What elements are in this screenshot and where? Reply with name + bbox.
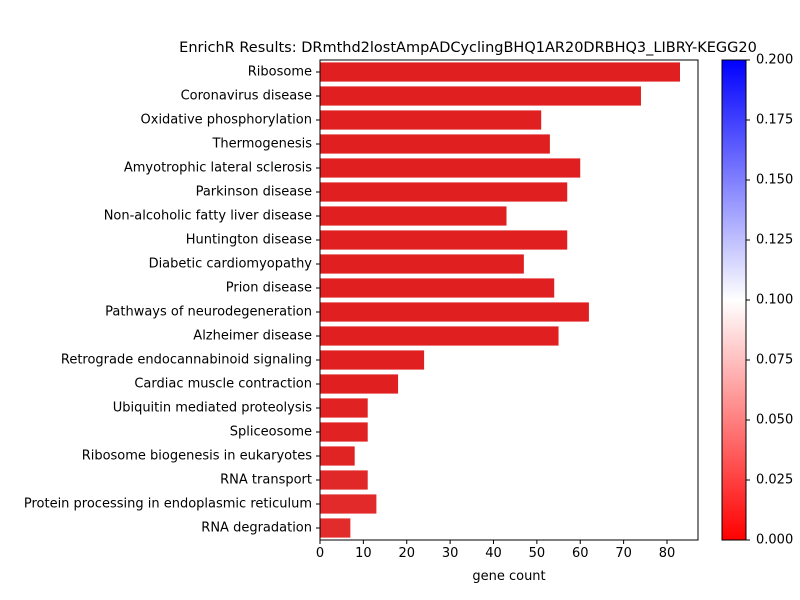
bar [320, 158, 581, 178]
y-tick-label: RNA transport [220, 473, 312, 488]
y-tick-label: Alzheimer disease [193, 329, 312, 344]
y-tick-label: Spliceosome [230, 425, 312, 440]
bar [320, 230, 568, 250]
x-axis-label: gene count [472, 569, 545, 584]
bar [320, 494, 377, 514]
bar [320, 446, 355, 466]
bar [320, 278, 555, 298]
bar [320, 62, 680, 82]
bar [320, 182, 568, 202]
bar [320, 374, 399, 394]
y-tick-label: Ubiquitin mediated proteolysis [113, 401, 313, 416]
colorbar-gradient [721, 59, 747, 541]
colorbar-tick-label: 0.075 [756, 353, 793, 368]
bar [320, 398, 368, 418]
colorbar-tick-label: 0.100 [756, 293, 793, 308]
y-tick-label: Parkinson disease [196, 185, 312, 200]
y-tick-label: Ribosome biogenesis in eukaryotes [82, 449, 313, 464]
x-tick-label: 10 [355, 546, 372, 561]
y-tick-label: Huntington disease [186, 233, 312, 248]
x-tick-label: 50 [529, 546, 546, 561]
y-tick-label: Non-alcoholic fatty liver disease [104, 209, 312, 224]
bar [320, 422, 368, 442]
y-tick-label: Coronavirus disease [181, 89, 312, 104]
y-tick-label: Pathways of neurodegeneration [105, 305, 312, 320]
x-axis: 0 10 20 30 40 50 60 70 80 [316, 540, 675, 561]
y-tick-label: RNA degradation [201, 521, 312, 536]
x-tick-label: 80 [659, 546, 676, 561]
bars-group [320, 62, 680, 538]
colorbar-tick-label: 0.025 [756, 473, 793, 488]
bar [320, 350, 425, 370]
bar [320, 302, 589, 322]
bar [320, 326, 559, 346]
bar [320, 206, 507, 226]
colorbar-tick-label: 0.175 [756, 113, 793, 128]
colorbar-tick-label: 0.000 [756, 533, 793, 548]
x-tick-label: 30 [442, 546, 459, 561]
y-tick-label: Ribosome [248, 65, 312, 80]
colorbar-tick-label: 0.125 [756, 233, 793, 248]
x-tick-label: 60 [572, 546, 589, 561]
bar [320, 470, 368, 490]
chart-title: EnrichR Results: DRmthd2lostAmpADCycling… [179, 40, 757, 56]
y-tick-label: Amyotrophic lateral sclerosis [124, 161, 312, 176]
plot-frame [319, 59, 699, 541]
y-tick-labels: Ribosome Coronavirus disease Oxidative pho… [24, 65, 320, 536]
y-tick-label: Prion disease [226, 281, 312, 296]
bar [320, 110, 542, 130]
bar [320, 518, 351, 538]
x-tick-label: 0 [316, 546, 324, 561]
y-tick-label: Oxidative phosphorylation [141, 113, 312, 128]
y-tick-label: Cardiac muscle contraction [134, 377, 312, 392]
y-tick-label: Diabetic cardiomyopathy [149, 257, 313, 272]
bar [320, 86, 641, 106]
colorbar-ticks: 0.000 0.025 0.050 0.075 0.100 0.125 0.150 0.175… [746, 53, 793, 548]
bar [320, 134, 550, 154]
colorbar-tick-label: 0.050 [756, 413, 793, 428]
x-tick-label: 20 [398, 546, 415, 561]
colorbar-tick-label: 0.150 [756, 173, 793, 188]
y-tick-label: Thermogenesis [211, 137, 312, 152]
bar [320, 254, 524, 274]
y-tick-label: Retrograde endocannabinoid signaling [61, 353, 312, 368]
y-tick-label: Protein processing in endoplasmic reticu… [24, 497, 312, 512]
colorbar-tick-label: 0.200 [756, 53, 793, 68]
x-tick-label: 70 [615, 546, 632, 561]
colorbar: 0.000 0.025 0.050 0.075 0.100 0.125 0.150 0.175… [721, 53, 793, 548]
x-tick-label: 40 [485, 546, 502, 561]
